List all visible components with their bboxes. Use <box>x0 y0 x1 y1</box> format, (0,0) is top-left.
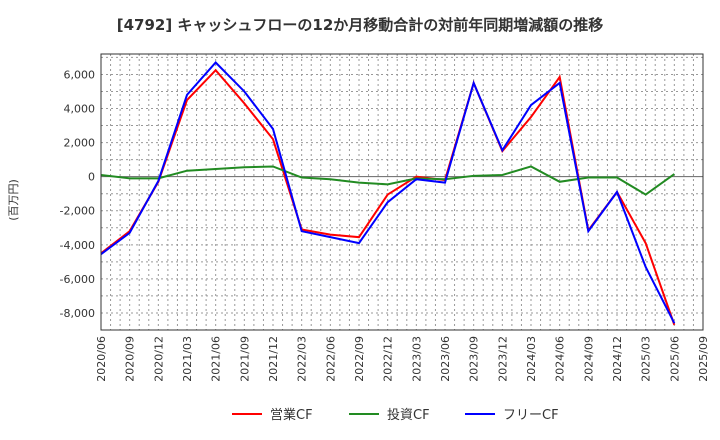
y-tick-label: -4,000 <box>60 239 95 252</box>
legend: 営業CF 投資CF フリーCF <box>232 407 559 423</box>
x-tick-label: 2022/09 <box>353 336 366 382</box>
x-tick-label: 2024/03 <box>525 336 538 382</box>
y-tick-label: 6,000 <box>64 68 96 81</box>
y-tick-label: 2,000 <box>64 137 96 150</box>
x-tick-label: 2024/12 <box>611 336 624 382</box>
x-tick-label: 2022/12 <box>382 336 395 382</box>
x-tick-label: 2021/12 <box>267 336 280 382</box>
y-tick-label: -8,000 <box>60 307 95 320</box>
x-tick-label: 2021/03 <box>181 336 194 382</box>
y-tick-label: 4,000 <box>64 103 96 116</box>
x-tick-label: 2023/12 <box>496 336 509 382</box>
y-axis: 6,000 4,000 2,000 0 -2,000 -4,000 -6,000 -8,000 <box>60 68 95 320</box>
x-tick-label: 2025/03 <box>640 336 653 382</box>
y-tick-label: -2,000 <box>60 205 95 218</box>
x-tick-label: 2022/06 <box>324 336 337 382</box>
series-lines <box>100 61 676 326</box>
grid <box>100 54 704 331</box>
chart-title: [4792] キャッシュフローの12か月移動合計の対前年同期増減額の推移 <box>116 16 604 34</box>
x-tick-label: 2023/03 <box>410 336 423 382</box>
x-tick-label: 2021/06 <box>210 336 223 382</box>
x-tick-label: 2024/09 <box>582 336 595 382</box>
legend-label: 営業CF <box>270 407 313 423</box>
y-tick-label: -6,000 <box>60 273 95 286</box>
y-axis-label: (百万円) <box>7 179 20 221</box>
x-tick-label: 2025/09 <box>697 336 710 382</box>
legend-label: フリーCF <box>503 408 559 423</box>
x-tick-label: 2021/09 <box>238 336 251 382</box>
x-tick-label: 2022/03 <box>296 336 309 382</box>
x-tick-label: 2020/06 <box>95 336 108 382</box>
x-tick-label: 2024/06 <box>554 336 567 382</box>
x-tick-label: 2025/06 <box>668 336 681 382</box>
x-tick-label: 2023/06 <box>439 336 452 382</box>
plot-frame <box>100 53 704 331</box>
x-tick-label: 2020/09 <box>124 336 137 382</box>
legend-label: 投資CF <box>387 407 430 423</box>
x-tick-label: 2023/09 <box>468 336 481 382</box>
x-tick-label: 2020/12 <box>152 336 165 382</box>
x-axis: 2020/06 2020/09 2020/12 2021/03 2021/06 2021/… <box>95 336 710 382</box>
y-tick-label: 0 <box>88 171 95 184</box>
